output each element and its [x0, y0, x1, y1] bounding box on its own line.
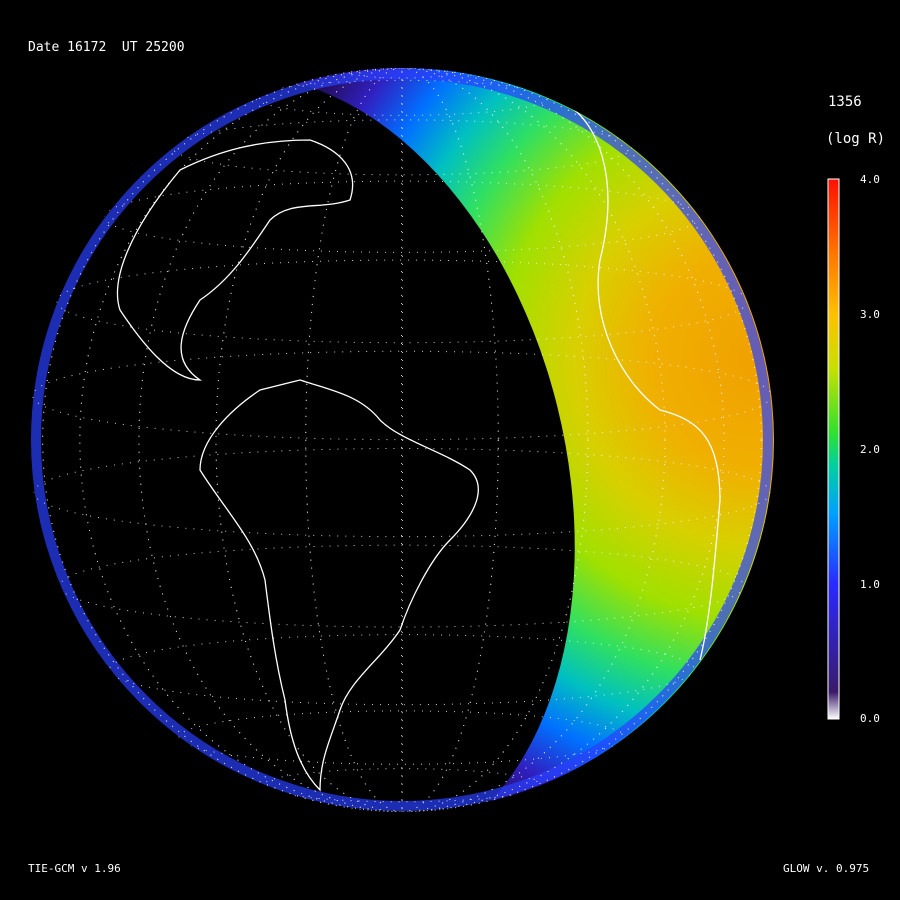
north-america-outline [116, 139, 354, 381]
latitude-line [59, 544, 745, 628]
colorbar-tick: 3.0 [860, 308, 880, 321]
colorbar-tick: 4.0 [860, 173, 880, 186]
limb-emission [31, 69, 773, 811]
colorbar-tick: 2.0 [860, 443, 880, 456]
colorbar-tick: 0.0 [860, 712, 880, 725]
longitude-line [138, 68, 666, 812]
model-version-right: GLOW v. 0.975 [783, 862, 870, 875]
latitude-line [108, 634, 696, 706]
colorbar-tick: 1.0 [860, 578, 880, 591]
colorbar-units: (log R) [826, 131, 886, 147]
longitude-line [42, 68, 762, 812]
colorbar-title: 1356 [828, 94, 862, 110]
longitude-line [305, 68, 499, 812]
africa-europe-coast [559, 99, 721, 661]
date-ut-label: Date 16172 UT 25200 [28, 40, 185, 55]
nightside-region [30, 76, 575, 812]
model-version-left: TIE-GCM v 1.96 [28, 862, 121, 875]
longitude-line [215, 68, 589, 812]
longitude-line [79, 68, 725, 812]
south-america-outline [199, 379, 479, 792]
latitude-line [171, 119, 633, 176]
colorbar [827, 178, 840, 720]
latitude-line [103, 180, 701, 253]
coastlines [116, 99, 721, 792]
longitude-line [401, 68, 403, 812]
latitude-line [178, 710, 626, 765]
